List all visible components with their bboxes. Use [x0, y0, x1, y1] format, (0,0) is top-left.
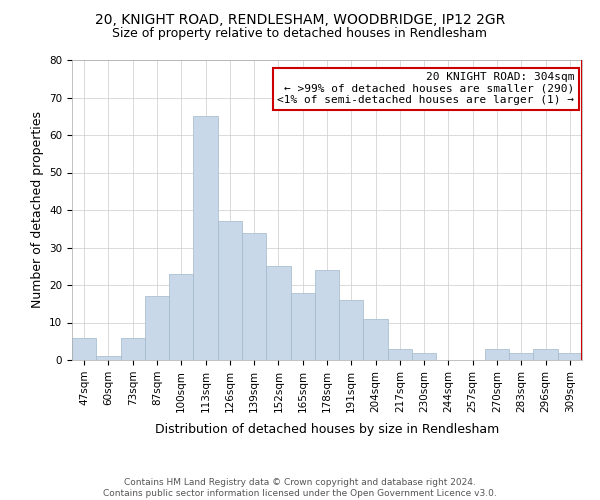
- Bar: [533, 349, 558, 360]
- Bar: [290, 292, 315, 360]
- Bar: [266, 266, 290, 360]
- Bar: [388, 349, 412, 360]
- Bar: [72, 338, 96, 360]
- Bar: [169, 274, 193, 360]
- Bar: [509, 352, 533, 360]
- Bar: [412, 352, 436, 360]
- Text: 20 KNIGHT ROAD: 304sqm
← >99% of detached houses are smaller (290)
<1% of semi-d: 20 KNIGHT ROAD: 304sqm ← >99% of detache…: [277, 72, 574, 105]
- Bar: [218, 221, 242, 360]
- X-axis label: Distribution of detached houses by size in Rendlesham: Distribution of detached houses by size …: [155, 423, 499, 436]
- Text: Size of property relative to detached houses in Rendlesham: Size of property relative to detached ho…: [113, 28, 487, 40]
- Bar: [485, 349, 509, 360]
- Bar: [339, 300, 364, 360]
- Text: 20, KNIGHT ROAD, RENDLESHAM, WOODBRIDGE, IP12 2GR: 20, KNIGHT ROAD, RENDLESHAM, WOODBRIDGE,…: [95, 12, 505, 26]
- Bar: [193, 116, 218, 360]
- Bar: [315, 270, 339, 360]
- Bar: [558, 352, 582, 360]
- Y-axis label: Number of detached properties: Number of detached properties: [31, 112, 44, 308]
- Bar: [364, 319, 388, 360]
- Bar: [242, 232, 266, 360]
- Bar: [121, 338, 145, 360]
- Bar: [96, 356, 121, 360]
- Text: Contains HM Land Registry data © Crown copyright and database right 2024.
Contai: Contains HM Land Registry data © Crown c…: [103, 478, 497, 498]
- Bar: [145, 296, 169, 360]
